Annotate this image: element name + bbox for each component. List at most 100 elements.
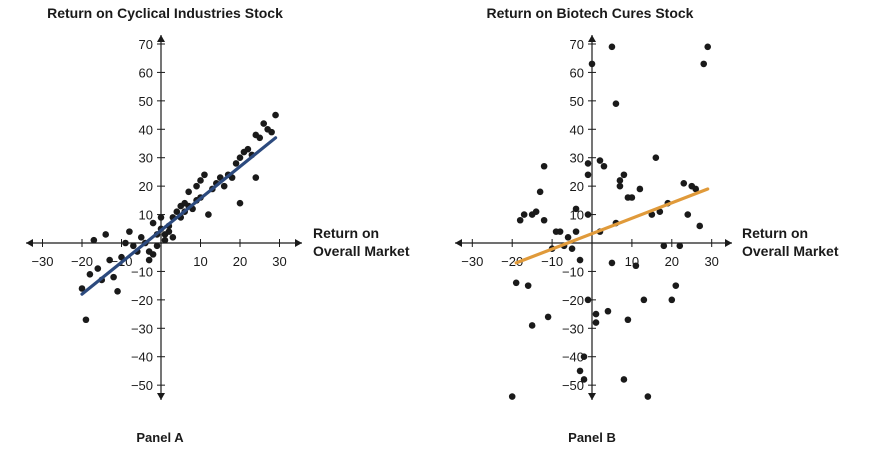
data-point (532, 208, 540, 216)
panel-b: Return on Biotech Cures Stock −30 −20 −10 1… (455, 5, 839, 445)
x-axis-arrow-left (455, 239, 462, 247)
panel-b-plot: −30 −20 −10 10 20 3070605040302010−10−20−30−4… (455, 35, 732, 400)
y-tick-label: 10 (139, 208, 153, 223)
data-point (540, 216, 548, 224)
data-point (612, 100, 620, 107)
data-point (568, 245, 576, 252)
x-axis-arrow-right (295, 239, 302, 247)
data-point (524, 282, 532, 289)
data-point (556, 228, 564, 235)
data-point (508, 393, 516, 400)
data-point (700, 60, 708, 68)
y-tick-label: 50 (139, 94, 153, 109)
y-axis-arrow-bottom (157, 393, 165, 400)
data-point (118, 253, 125, 261)
x-tick-label: −20 (71, 254, 93, 269)
panel-a: Return on Cyclical Industries Stock −30 −… (26, 5, 410, 445)
data-point (106, 256, 113, 264)
data-point (114, 288, 121, 295)
y-tick-label: 60 (139, 65, 153, 80)
data-point (564, 234, 572, 241)
data-point (584, 160, 592, 167)
data-point (185, 188, 192, 196)
x-tick-label: 20 (233, 254, 247, 269)
data-point (616, 182, 624, 190)
data-point (608, 259, 616, 267)
data-point (528, 322, 536, 329)
y-axis-arrow-top (157, 35, 165, 42)
y-tick-label: 20 (570, 179, 584, 194)
panel-b-label: Panel B (568, 430, 616, 445)
x-axis-arrow-right (725, 239, 732, 247)
y-tick-label: −30 (131, 321, 153, 336)
data-point (169, 234, 177, 241)
data-point (201, 171, 208, 179)
y-tick-label: −50 (131, 378, 153, 393)
data-point (632, 262, 640, 270)
x-tick-label: −30 (31, 254, 53, 269)
data-point (536, 188, 544, 196)
data-point (604, 307, 612, 315)
data-point (644, 393, 652, 400)
data-point (620, 376, 628, 383)
data-point (596, 157, 604, 164)
data-point (648, 211, 656, 218)
data-point (122, 239, 129, 247)
y-tick-label: −30 (562, 321, 584, 336)
data-point (592, 319, 600, 326)
x-tick-label: 30 (704, 254, 718, 269)
data-point (193, 182, 200, 190)
x-tick-label: −10 (541, 254, 563, 269)
data-point (90, 236, 98, 244)
data-point (668, 296, 676, 304)
y-tick-label: 70 (570, 37, 584, 52)
data-point (149, 251, 157, 258)
data-point (680, 179, 688, 187)
y-tick-label: −40 (562, 350, 584, 365)
data-point (137, 234, 145, 241)
data-point (153, 242, 161, 250)
y-tick-label: 30 (139, 151, 153, 166)
data-point (576, 367, 584, 375)
fit-line (80, 136, 278, 296)
y-tick-label: 30 (570, 151, 584, 166)
data-point (616, 177, 624, 184)
data-point (572, 205, 580, 213)
y-tick-label: −20 (562, 293, 584, 308)
data-point (94, 265, 102, 272)
y-tick-label: 10 (570, 208, 584, 223)
data-point (584, 211, 592, 218)
data-point (268, 128, 275, 136)
y-tick-label: −10 (131, 264, 153, 279)
data-point (584, 296, 592, 304)
y-tick-label: −10 (562, 264, 584, 279)
data-point (580, 353, 588, 361)
y-tick-label: 70 (139, 37, 153, 52)
panel-a-label: Panel A (136, 430, 184, 445)
data-point (684, 211, 692, 218)
data-point (173, 208, 181, 216)
panel-a-title: Return on Cyclical Industries Stock (47, 5, 283, 21)
panel-a-xlabel-line1: Return on (313, 225, 379, 241)
data-point (220, 182, 228, 190)
y-tick-label: 20 (139, 179, 153, 194)
data-point (544, 313, 552, 321)
data-point (236, 199, 244, 207)
data-point (110, 273, 117, 281)
data-point (236, 154, 244, 162)
x-tick-label: 10 (193, 254, 207, 269)
data-point (676, 242, 684, 250)
data-point (704, 43, 712, 51)
data-point (576, 256, 584, 264)
y-axis-arrow-bottom (588, 393, 596, 400)
fit-line (514, 187, 710, 265)
panel-a-plot: −30−20−1010203070605040302010−10−20−30−4… (26, 35, 302, 400)
x-tick-label: −30 (461, 254, 483, 269)
data-point (672, 282, 680, 289)
y-tick-label: 50 (570, 94, 584, 109)
x-tick-label: 30 (272, 254, 286, 269)
data-point (126, 228, 133, 235)
data-point (624, 316, 632, 324)
x-axis-arrow-left (26, 239, 33, 247)
